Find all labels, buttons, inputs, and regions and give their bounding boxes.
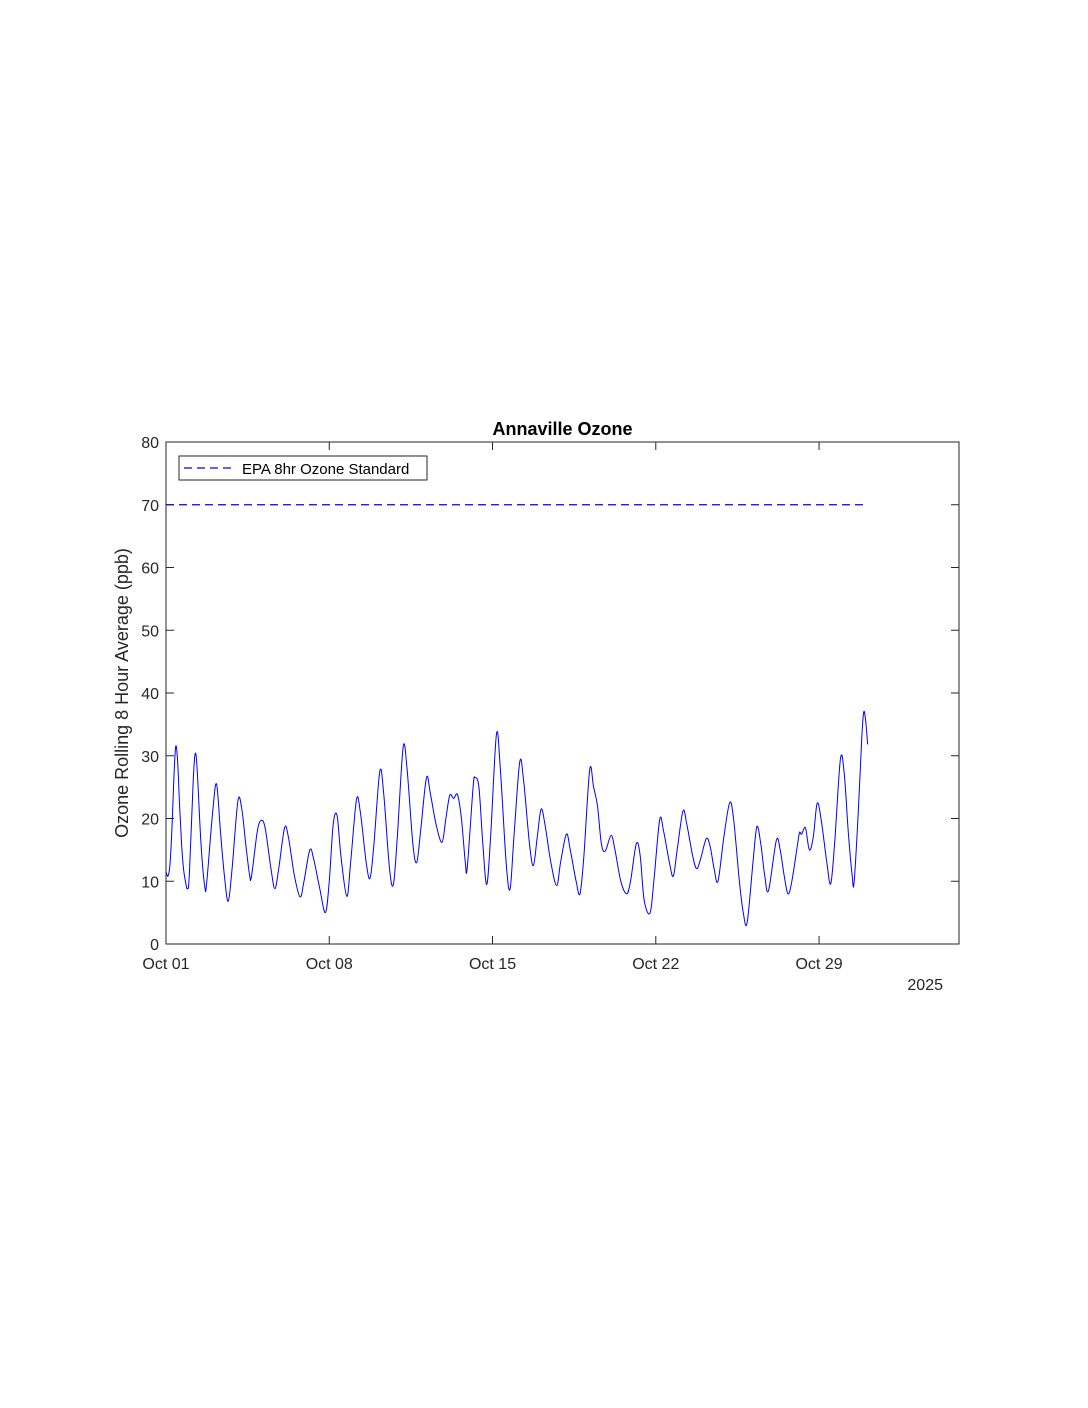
- y-axis-label: Ozone Rolling 8 Hour Average (ppb): [112, 548, 132, 838]
- x-tick-label: Oct 01: [142, 956, 189, 973]
- y-tick-label: 10: [141, 874, 159, 891]
- legend-entry-epa-standard: EPA 8hr Ozone Standard: [242, 461, 409, 478]
- axes-box: [165, 441, 960, 945]
- x-tick-label: Oct 22: [632, 956, 679, 973]
- y-axis: 0 10 20 30 40 50 60 70 80: [141, 435, 959, 954]
- y-tick-label: 60: [141, 561, 159, 578]
- x-tick-label: Oct 29: [795, 956, 842, 973]
- legend-box: [178, 455, 428, 481]
- y-tick-label: 30: [141, 749, 159, 766]
- y-tick-label: 0: [150, 937, 159, 954]
- x-axis-year-label: 2025: [907, 977, 943, 994]
- plot-area: [166, 442, 959, 944]
- y-tick-label: 70: [141, 498, 159, 515]
- legend: EPA 8hr Ozone Standard: [178, 455, 428, 481]
- y-tick-label: 20: [141, 812, 159, 829]
- x-tick-label: Oct 08: [306, 956, 353, 973]
- y-tick-label: 40: [141, 686, 159, 703]
- chart-title: Annaville Ozone: [492, 419, 632, 439]
- series-line-ozone: [165, 710, 869, 927]
- y-tick-label: 50: [141, 623, 159, 640]
- series-layer: [165, 504, 869, 927]
- x-tick-label: Oct 15: [469, 956, 516, 973]
- x-axis: Oct 01 Oct 08 Oct 15 Oct 22 Oct 29: [142, 442, 960, 973]
- y-tick-label: 80: [141, 435, 159, 452]
